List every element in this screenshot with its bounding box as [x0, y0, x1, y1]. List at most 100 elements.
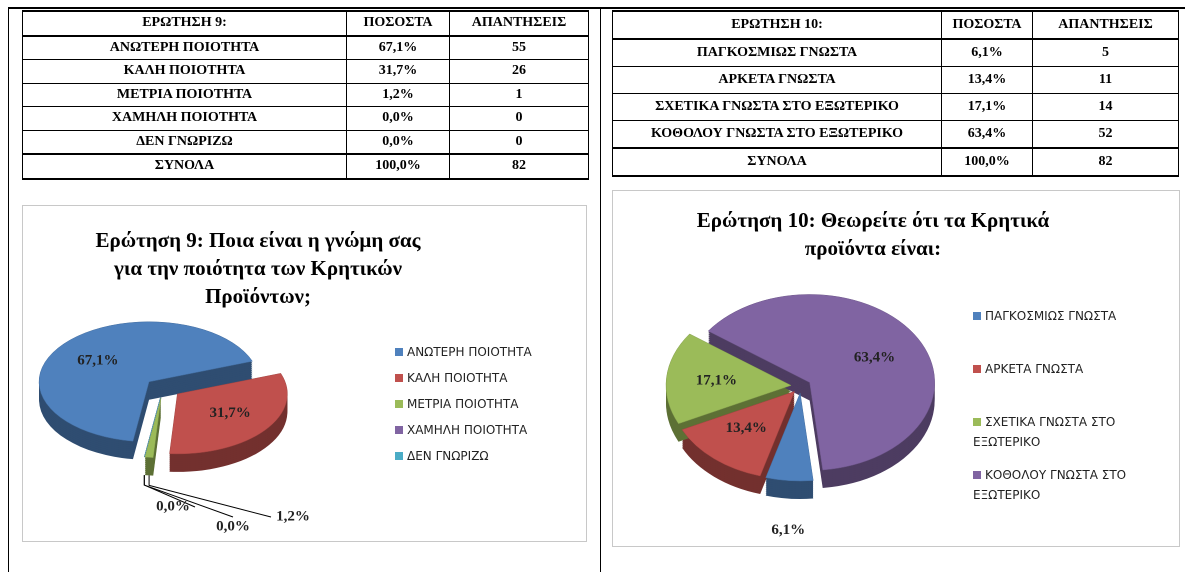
legend-label: ΜΕΤΡΙΑ ΠΟΙΟΤΗΤΑ — [407, 397, 519, 411]
table-cell: ΠΑΓΚΟΣΜΙΩΣ ΓΝΩΣΤΑ — [612, 38, 942, 67]
table-cell: 52 — [1032, 120, 1179, 149]
chart-title: Ερώτηση 9: Ποια είναι η γνώμη σας για τη… — [95, 228, 421, 308]
table-cell: ΕΡΩΤΗΣΗ 9: — [22, 10, 347, 37]
data-table: ΕΡΩΤΗΣΗ 10: ΠΟΣΟΣΤΑ ΑΠΑΝΤΗΣΕΙΣ ΠΑΓΚΟΣΜΙΩΣ Γ… — [612, 10, 1179, 177]
legend-label: ΚΑΛΗ ΠΟΙΟΤΗΤΑ — [407, 371, 508, 385]
legend-label: ΚΟΘΟΛΟΥ ΓΝΩΣΤΑ ΣΤΟ ΕΞΩΤΕΡΙΚΟ — [973, 468, 1127, 502]
table-cell: ΣΧΕΤΙΚΑ ΓΝΩΣΤΑ ΣΤΟ ΕΞΩΤΕΡΙΚΟ — [612, 93, 942, 121]
table-cell: 5 — [1032, 38, 1179, 67]
table-row: ΕΡΩΤΗΣΗ 9: ΠΟΣΟΣΤΑ ΑΠΑΝΤΗΣΕΙΣ — [22, 10, 589, 37]
data-label: 67,1% — [77, 352, 118, 368]
table-row: ΣΥΝΟΛΑ 100,0% 82 — [22, 153, 589, 180]
table-cell: 6,1% — [941, 38, 1033, 67]
table-cell: 13,4% — [941, 66, 1033, 94]
data-label: 17,1% — [696, 373, 737, 389]
table-cell: ΚΟΘΟΛΟΥ ΓΝΩΣΤΑ ΣΤΟ ΕΞΩΤΕΡΙΚΟ — [612, 120, 942, 149]
table-cell: ΧΑΜΗΛΗ ΠΟΙΟΤΗΤΑ — [22, 106, 347, 131]
table-cell: 82 — [1032, 147, 1179, 177]
table-cell: ΣΥΝΟΛΑ — [22, 153, 347, 180]
table-cell: ΔΕΝ ΓΝΩΡΙΖΩ — [22, 129, 347, 155]
table-cell: 1 — [449, 82, 589, 107]
legend-swatch — [395, 374, 403, 382]
table-cell: ΕΡΩΤΗΣΗ 10: — [612, 10, 942, 40]
table-cell: 14 — [1032, 93, 1179, 121]
legend-label: ΑΝΩΤΕΡΗ ΠΟΙΟΤΗΤΑ — [407, 345, 532, 359]
legend-entry: ΔΕΝ ΓΝΩΡΙΖΩ — [395, 446, 580, 466]
chart-box: Ερώτηση 10: Θεωρείτε ότι τα Κρητικά προϊ… — [612, 190, 1180, 547]
table-cell: 1,2% — [346, 82, 450, 107]
table-row: ΔΕΝ ΓΝΩΡΙΖΩ 0,0% 0 — [22, 129, 589, 155]
legend-entry: ΑΝΩΤΕΡΗ ΠΟΙΟΤΗΤΑ — [395, 342, 580, 362]
table-cell: ΑΠΑΝΤΗΣΕΙΣ — [1032, 10, 1179, 40]
legend-label: ΣΧΕΤΙΚΑ ΓΝΩΣΤΑ ΣΤΟ ΕΞΩΤΕΡΙΚΟ — [973, 415, 1116, 449]
data-label: 31,7% — [209, 405, 250, 421]
frame-middle — [600, 7, 601, 572]
legend-swatch — [395, 400, 403, 408]
legend-entry: ΠΑΓΚΟΣΜΙΩΣ ΓΝΩΣΤΑ — [973, 306, 1143, 326]
pie-slice — [144, 397, 162, 458]
data-label: 13,4% — [726, 420, 767, 436]
legend-entry: ΚΑΛΗ ΠΟΙΟΤΗΤΑ — [395, 368, 580, 388]
pie-chart: 67,1% 31,7% 1,2% 0,0% 0,0% — [38, 321, 310, 534]
legend-swatch — [973, 312, 981, 320]
pie-slice — [707, 294, 935, 471]
legend-label: ΧΑΜΗΛΗ ΠΟΙΟΤΗΤΑ — [407, 423, 528, 437]
table-row: ΚΟΘΟΛΟΥ ΓΝΩΣΤΑ ΣΤΟ ΕΞΩΤΕΡΙΚΟ 63,4% 52 — [612, 120, 1179, 149]
legend-entry: ΧΑΜΗΛΗ ΠΟΙΟΤΗΤΑ — [395, 420, 580, 440]
legend-entry: ΣΧΕΤΙΚΑ ΓΝΩΣΤΑ ΣΤΟ ΕΞΩΤΕΡΙΚΟ — [973, 412, 1143, 452]
legend-entry: ΜΕΤΡΙΑ ΠΟΙΟΤΗΤΑ — [395, 394, 580, 414]
table-row: ΕΡΩΤΗΣΗ 10: ΠΟΣΟΣΤΑ ΑΠΑΝΤΗΣΕΙΣ — [612, 10, 1179, 40]
legend-label: ΠΑΓΚΟΣΜΙΩΣ ΓΝΩΣΤΑ — [985, 309, 1117, 323]
legend-label: ΔΕΝ ΓΝΩΡΙΖΩ — [407, 449, 489, 463]
data-table: ΕΡΩΤΗΣΗ 9: ΠΟΣΟΣΤΑ ΑΠΑΝΤΗΣΕΙΣ ΑΝΩΤΕΡΗ ΠΟΙΟΤ… — [22, 10, 589, 180]
frame-left — [8, 7, 9, 572]
table-cell: ΠΟΣΟΣΤΑ — [346, 10, 450, 37]
table-cell: 0,0% — [346, 106, 450, 131]
legend-swatch — [395, 452, 403, 460]
chart-title: Ερώτηση 10: Θεωρείτε ότι τα Κρητικά προϊ… — [696, 208, 1050, 260]
legend-swatch — [395, 426, 403, 434]
data-label: 1,2% — [276, 508, 310, 524]
table-cell: ΠΟΣΟΣΤΑ — [941, 10, 1033, 40]
data-label: 0,0% — [216, 518, 250, 534]
data-label: 0,0% — [156, 498, 190, 514]
table-cell: ΚΑΛΗ ΠΟΙΟΤΗΤΑ — [22, 59, 347, 84]
legend-label: ΑΡΚΕΤΑ ΓΝΩΣΤΑ — [985, 362, 1084, 376]
table-cell: 0,0% — [346, 129, 450, 155]
table-row: ΠΑΓΚΟΣΜΙΩΣ ΓΝΩΣΤΑ 6,1% 5 — [612, 38, 1179, 67]
table-cell: ΑΡΚΕΤΑ ΓΝΩΣΤΑ — [612, 66, 942, 94]
table-cell: 55 — [449, 35, 589, 60]
frame-top — [8, 7, 1185, 9]
table-cell: 31,7% — [346, 59, 450, 84]
table-cell: ΑΝΩΤΕΡΗ ΠΟΙΟΤΗΤΑ — [22, 35, 347, 60]
table-row: ΣΧΕΤΙΚΑ ΓΝΩΣΤΑ ΣΤΟ ΕΞΩΤΕΡΙΚΟ 17,1% 14 — [612, 93, 1179, 121]
pie-slice — [38, 321, 253, 442]
data-label: 63,4% — [854, 350, 895, 366]
table-cell: ΑΠΑΝΤΗΣΕΙΣ — [449, 10, 589, 37]
pie-slice — [765, 392, 814, 482]
table-cell: 63,4% — [941, 120, 1033, 149]
chart-box: Ερώτηση 9: Ποια είναι η γνώμη σας για τη… — [22, 205, 587, 542]
legend-swatch — [395, 348, 403, 356]
leader-line — [143, 475, 196, 508]
table-row: ΑΝΩΤΕΡΗ ΠΟΙΟΤΗΤΑ 67,1% 55 — [22, 35, 589, 60]
table-cell: 82 — [449, 153, 589, 180]
pie-chart: 6,1% 13,4% 17,1% 63,4% — [665, 294, 935, 538]
legend-swatch — [973, 365, 981, 373]
table-cell: ΜΕΤΡΙΑ ΠΟΙΟΤΗΤΑ — [22, 82, 347, 107]
table-row: ΚΑΛΗ ΠΟΙΟΤΗΤΑ 31,7% 26 — [22, 59, 589, 84]
table-row: ΜΕΤΡΙΑ ΠΟΙΟΤΗΤΑ 1,2% 1 — [22, 82, 589, 107]
legend-entry: ΚΟΘΟΛΟΥ ΓΝΩΣΤΑ ΣΤΟ ΕΞΩΤΕΡΙΚΟ — [973, 465, 1143, 505]
table-cell: 100,0% — [346, 153, 450, 180]
table-cell: 0 — [449, 129, 589, 155]
table-row: ΣΥΝΟΛΑ 100,0% 82 — [612, 147, 1179, 177]
table-cell: ΣΥΝΟΛΑ — [612, 147, 942, 177]
table-cell: 67,1% — [346, 35, 450, 60]
pie-slice — [665, 333, 792, 424]
legend-entry: ΑΡΚΕΤΑ ΓΝΩΣΤΑ — [973, 359, 1143, 379]
pie-slice — [144, 397, 161, 458]
table-cell: 17,1% — [941, 93, 1033, 121]
table-cell: 0 — [449, 106, 589, 131]
leader-line — [148, 475, 272, 518]
